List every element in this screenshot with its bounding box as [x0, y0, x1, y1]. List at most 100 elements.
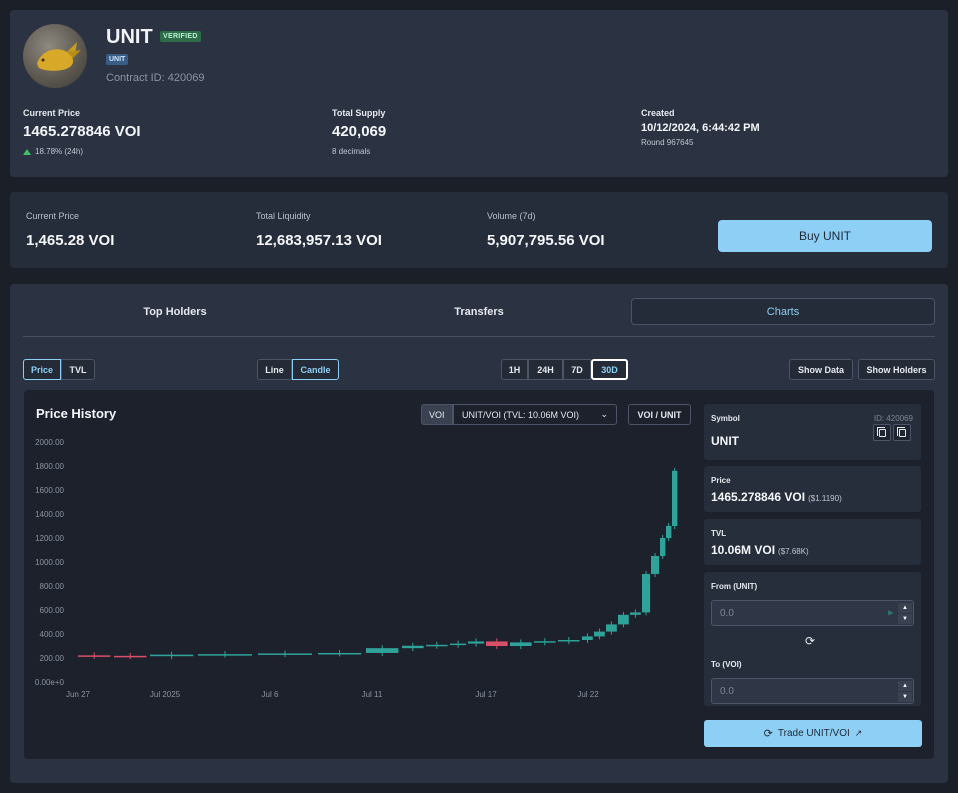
x-tick-label: Jun 27 [66, 690, 91, 699]
stepper-down-icon[interactable]: ▼ [898, 614, 912, 624]
line-toggle[interactable]: Line [257, 359, 292, 380]
total-supply-label: Total Supply [332, 108, 385, 118]
to-stepper[interactable]: ▲ ▼ [898, 680, 912, 702]
verified-badge: VERIFIED [160, 31, 201, 42]
pool-select-value: UNIT/VOI (TVL: 10.06M VOI) [462, 410, 579, 420]
tvl-toggle[interactable]: TVL [61, 359, 95, 380]
timeframe-7d[interactable]: 7D [563, 359, 591, 380]
token-avatar [23, 24, 87, 88]
y-tick-label: 1000.00 [35, 558, 64, 567]
whale-icon [23, 24, 87, 88]
symbol-badge: UNIT [106, 54, 128, 65]
copy-icon [879, 429, 886, 437]
pool-select[interactable]: UNIT/VOI (TVL: 10.06M VOI) ⌄ [453, 404, 617, 425]
trade-button[interactable]: ⟳ Trade UNIT/VOI ↗ [704, 720, 922, 747]
stepper-up-icon[interactable]: ▲ [898, 603, 912, 613]
stepper-up-icon[interactable]: ▲ [898, 681, 912, 691]
to-placeholder: 0.0 [720, 686, 734, 697]
from-placeholder: 0.0 [720, 608, 734, 619]
swap-box: From (UNIT) 0.0 ⫸ ▲ ▼ ⟳ To (VOI) 0.0 ▲ ▼ [704, 572, 921, 706]
trade-button-label: Trade UNIT/VOI [778, 728, 850, 739]
y-tick-label: 200.00 [40, 654, 65, 663]
stats-liquidity-label: Total Liquidity [256, 211, 311, 221]
pair-toggle-button[interactable]: VOI / UNIT [628, 404, 691, 425]
timeframe-24h[interactable]: 24H [528, 359, 563, 380]
chart-title: Price History [36, 406, 116, 421]
stats-volume-label: Volume (7d) [487, 211, 536, 221]
token-header-card: UNIT VERIFIED UNIT Contract ID: 420069 C… [10, 10, 948, 177]
tab-transfers[interactable]: Transfers [327, 298, 631, 325]
main-card: Top Holders Transfers Charts Price TVL L… [10, 284, 948, 783]
symbol-value: UNIT [711, 434, 739, 448]
chart-panel: Price History VOI UNIT/VOI (TVL: 10.06M … [24, 390, 934, 759]
candle-toggle[interactable]: Candle [292, 359, 339, 380]
current-price-value: 1465.278846 VOI [23, 123, 141, 140]
contract-id: Contract ID: 420069 [106, 72, 204, 84]
side-price-text: 1465.278846 VOI [711, 490, 805, 504]
up-arrow-icon [23, 149, 31, 155]
total-supply-value: 420,069 [332, 123, 386, 140]
x-tick-label: Jul 6 [262, 690, 279, 699]
round: Round 967645 [641, 138, 694, 147]
to-input[interactable]: 0.0 ▲ ▼ [711, 678, 914, 704]
copy-id-button[interactable] [893, 424, 911, 441]
side-price-value: 1465.278846 VOI ($1.1190) [711, 490, 842, 504]
decimals: 8 decimals [332, 147, 370, 156]
timeframe-30d[interactable]: 30D [591, 359, 628, 380]
to-label: To (VOI) [711, 660, 742, 669]
from-stepper[interactable]: ▲ ▼ [898, 602, 912, 624]
side-tvl-value: 10.06M VOI ($7.68K) [711, 543, 809, 557]
side-tvl-usd: ($7.68K) [778, 547, 809, 556]
token-name: UNIT [106, 26, 153, 49]
price-toggle[interactable]: Price [23, 359, 61, 380]
style-toggle: Line Candle [257, 359, 339, 380]
stats-volume-value: 5,907,795.56 VOI [487, 232, 605, 249]
show-holders-button[interactable]: Show Holders [858, 359, 935, 380]
tab-divider [23, 336, 935, 337]
y-tick-label: 1400.00 [35, 510, 64, 519]
y-tick-label: 0.00e+0 [35, 678, 65, 687]
y-tick-label: 2000.00 [35, 438, 64, 447]
buy-button[interactable]: Buy UNIT [718, 220, 932, 252]
max-icon[interactable]: ⫸ [888, 607, 893, 618]
stats-bar: Current Price 1,465.28 VOI Total Liquidi… [10, 192, 948, 268]
timeframe-1h[interactable]: 1H [501, 359, 528, 380]
stats-price-label: Current Price [26, 211, 79, 221]
price-change-text: 18.78% (24h) [35, 147, 83, 156]
show-data-button[interactable]: Show Data [789, 359, 853, 380]
y-tick-label: 1200.00 [35, 534, 64, 543]
metric-toggle: Price TVL [23, 359, 95, 380]
from-label: From (UNIT) [711, 582, 757, 591]
side-tvl-text: 10.06M VOI [711, 543, 775, 557]
tab-top-holders[interactable]: Top Holders [23, 298, 327, 325]
price-box: Price 1465.278846 VOI ($1.1190) [704, 466, 921, 512]
chevron-down-icon: ⌄ [600, 409, 608, 420]
timeframe-toggle: 1H 24H 7D 30D [501, 359, 628, 380]
stepper-down-icon[interactable]: ▼ [898, 692, 912, 702]
stats-price-value: 1,465.28 VOI [26, 232, 114, 249]
x-tick-label: Jul 22 [577, 690, 599, 699]
y-tick-label: 400.00 [40, 630, 65, 639]
y-tick-label: 600.00 [40, 606, 65, 615]
y-tick-label: 1600.00 [35, 486, 64, 495]
stats-liquidity-value: 12,683,957.13 VOI [256, 232, 382, 249]
created-value: 10/12/2024, 6:44:42 PM [641, 122, 760, 134]
from-input[interactable]: 0.0 ⫸ ▲ ▼ [711, 600, 914, 626]
side-tvl-label: TVL [711, 529, 726, 538]
swap-icon: ⟳ [764, 727, 773, 740]
tvl-box: TVL 10.06M VOI ($7.68K) [704, 519, 921, 565]
x-tick-label: Jul 17 [475, 690, 497, 699]
x-tick-label: Jul 11 [362, 690, 383, 699]
symbol-box: Symbol ID: 420069 UNIT [704, 404, 921, 460]
created-label: Created [641, 108, 675, 118]
side-price-usd: ($1.1190) [808, 494, 842, 503]
swap-direction-icon[interactable]: ⟳ [805, 634, 815, 648]
external-link-icon: ↗ [855, 728, 863, 739]
price-chart[interactable]: 0.00e+0 200.00 400.00 600.00 800.00 1000.00 12… [24, 430, 694, 750]
y-tick-label: 800.00 [40, 582, 65, 591]
symbol-label: Symbol [711, 414, 740, 423]
symbol-id: ID: 420069 [874, 414, 913, 423]
side-price-label: Price [711, 476, 731, 485]
copy-symbol-button[interactable] [873, 424, 891, 441]
tab-charts[interactable]: Charts [631, 298, 935, 325]
